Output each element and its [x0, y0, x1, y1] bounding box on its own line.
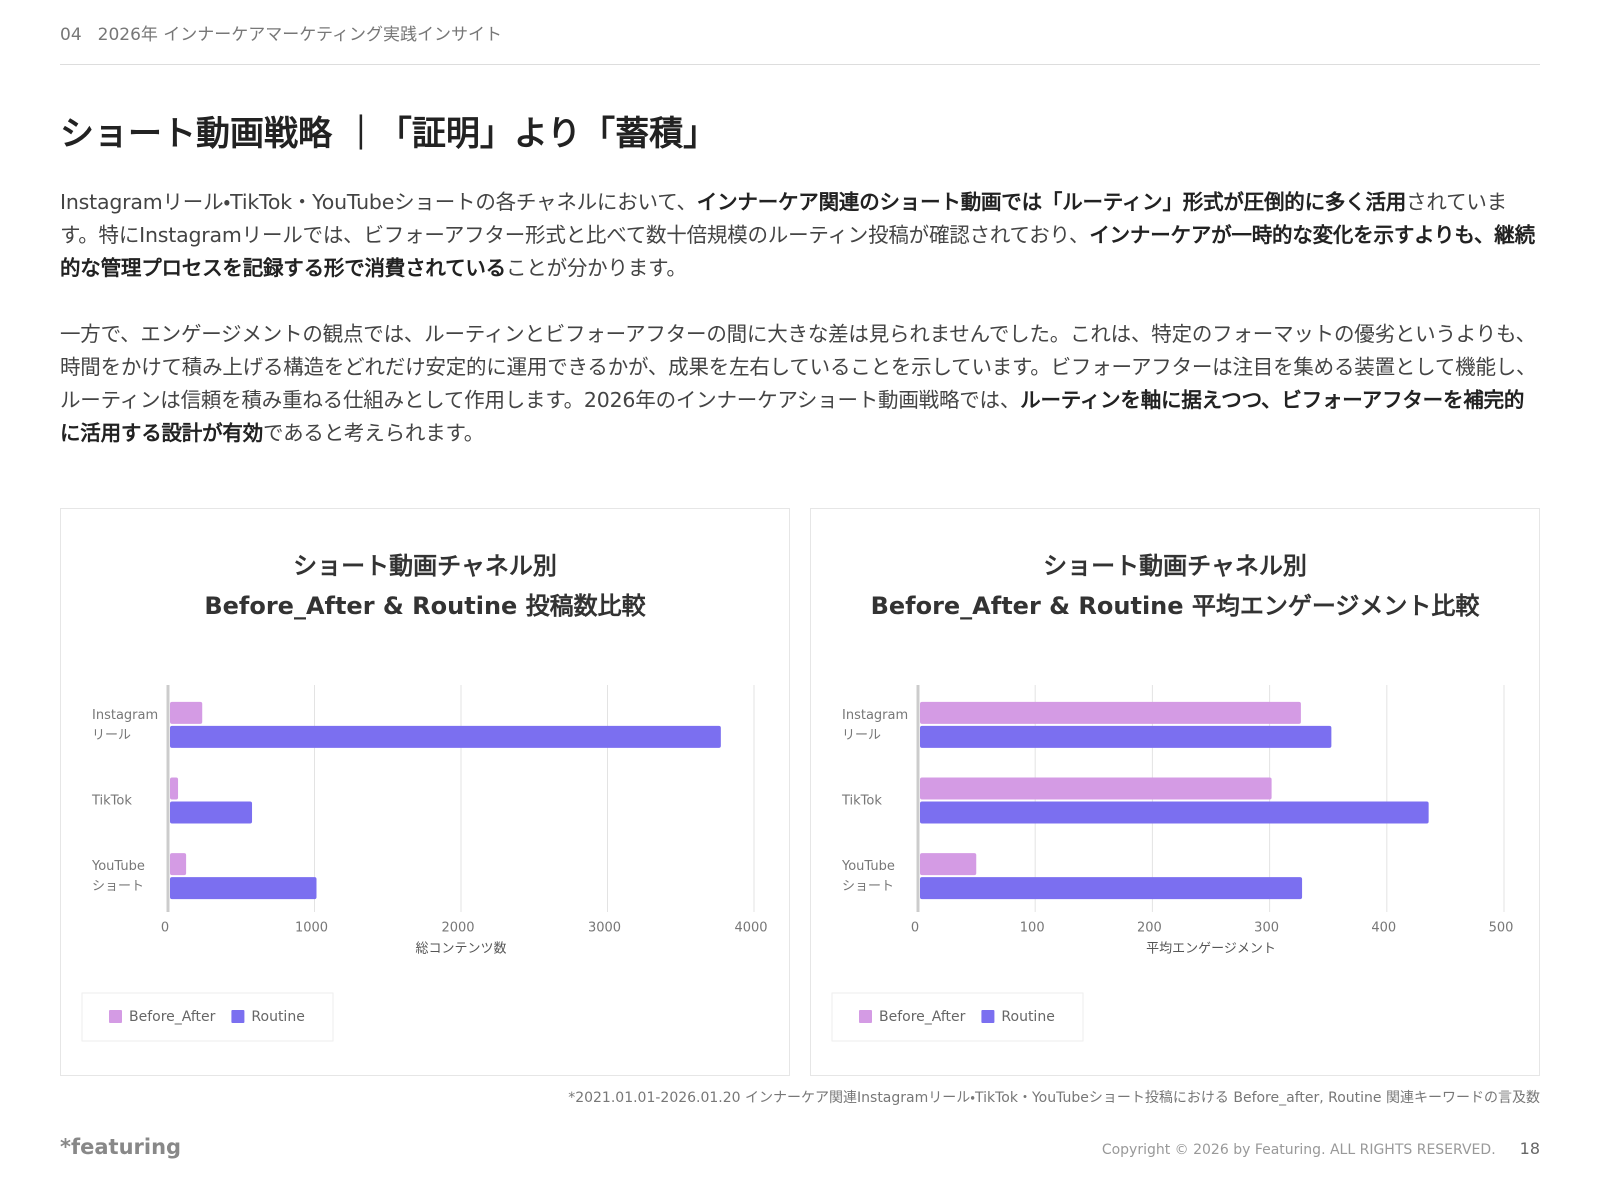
bar [920, 777, 1272, 800]
legend-swatch [231, 1010, 245, 1023]
legend-box [81, 992, 334, 1042]
legend-swatch [981, 1010, 995, 1023]
bar [170, 777, 179, 800]
legend-swatch [109, 1010, 122, 1023]
y-tick-label: TikTok [91, 793, 132, 808]
header-title: 2026年 インナーケアマーケティング実践インサイト [97, 25, 502, 45]
chart-title: ショート動画チャネル別 [1043, 552, 1307, 580]
text: であると考えられます。 [263, 421, 485, 445]
header: 04 2026年 インナーケアマーケティング実践インサイト [60, 20, 502, 45]
footer: Copyright © 2026 by Featuring. ALL RIGHT… [1102, 1139, 1540, 1158]
x-tick-label: 2000 [441, 921, 474, 936]
bar [920, 725, 1332, 748]
legend-box [831, 992, 1084, 1042]
legend-label: Before_After [129, 1009, 216, 1025]
text: Instagramリール・TikTok・YouTubeショートの各チャネルにおい… [60, 190, 697, 214]
section-number: 04 [60, 25, 82, 45]
bar [170, 801, 253, 824]
x-tick-label: 100 [1020, 921, 1045, 936]
bar [920, 853, 977, 876]
bar [170, 725, 721, 748]
bar [170, 877, 317, 900]
chart: ショート動画チャネル別 Before_After & Routine 投稿数比較 0… [60, 508, 790, 1076]
page-number: 18 [1519, 1139, 1540, 1158]
bar [920, 801, 1429, 824]
copyright: Copyright © 2026 by Featuring. ALL RIGHT… [1101, 1142, 1496, 1158]
y-tick-label: YouTube ショート [91, 859, 145, 894]
bar [170, 701, 203, 724]
legend-swatch [859, 1010, 872, 1023]
text: 一方で、エンゲージメントの観点では、ルーティンとビフォーアフターの間に大きな差は… [60, 322, 1537, 412]
bar [920, 701, 1301, 724]
legend-label: Routine [1001, 1009, 1054, 1025]
x-tick-label: 4000 [734, 921, 767, 936]
x-tick-label: 0 [161, 921, 169, 936]
legend-label: Routine [251, 1009, 304, 1025]
x-tick-label: 400 [1371, 921, 1396, 936]
paragraph: 一方で、エンゲージメントの観点では、ルーティンとビフォーアフターの間に大きな差は… [60, 318, 1542, 450]
bold-text: ルーティンを軸に据えつつ、ビフォーアフターを補完的に活用する設計が有効 [60, 388, 1525, 445]
legend-label: Before_After [879, 1009, 966, 1025]
y-tick-label: TikTok [841, 793, 882, 808]
divider [60, 64, 1540, 65]
page-title: ショート動画戦略 ｜「証明」より「蓄積」 [60, 114, 718, 154]
paragraph: Instagramリール・TikTok・YouTubeショートの各チャネルにおい… [60, 186, 1542, 285]
y-tick-label: Instagram リール [842, 707, 908, 742]
chart-title: Before_After & Routine 投稿数比較 [204, 592, 646, 620]
bold-text: インナーケア関連のショート動画では「ルーティン」形式が圧倒的に多く活用 [696, 190, 1407, 214]
chart-title: ショート動画チャネル別 [293, 552, 557, 580]
x-tick-label: 3000 [588, 921, 621, 936]
logo: *featuring [60, 1135, 182, 1159]
text: ことが分かります。 [505, 256, 687, 280]
bold-text: インナーケアが一時的な変化を示すよりも、継続的な管理プロセスを記録する形で消費さ… [60, 223, 1535, 280]
text: されています。特にInstagramリールでは、ビフォーアフター形式と比べて数十… [60, 190, 1507, 247]
chart-title: Before_After & Routine 平均エンゲージメント比較 [871, 592, 1481, 620]
x-axis-label: 総コンテンツ数 [415, 942, 506, 957]
x-tick-label: 1000 [295, 921, 328, 936]
x-tick-label: 0 [911, 921, 919, 936]
bar [170, 853, 187, 876]
bar [920, 877, 1303, 900]
chart: ショート動画チャネル別 Before_After & Routine 平均エンゲー… [810, 508, 1540, 1076]
x-tick-label: 200 [1137, 921, 1162, 936]
x-tick-label: 500 [1489, 921, 1514, 936]
y-tick-label: YouTube ショート [841, 859, 895, 894]
footnote: *2021.01.01-2026.01.20 インナーケア関連Instagram… [568, 1090, 1540, 1106]
y-tick-label: Instagram リール [92, 707, 158, 742]
x-axis-label: 平均エンゲージメント [1146, 942, 1276, 957]
x-tick-label: 300 [1254, 921, 1279, 936]
